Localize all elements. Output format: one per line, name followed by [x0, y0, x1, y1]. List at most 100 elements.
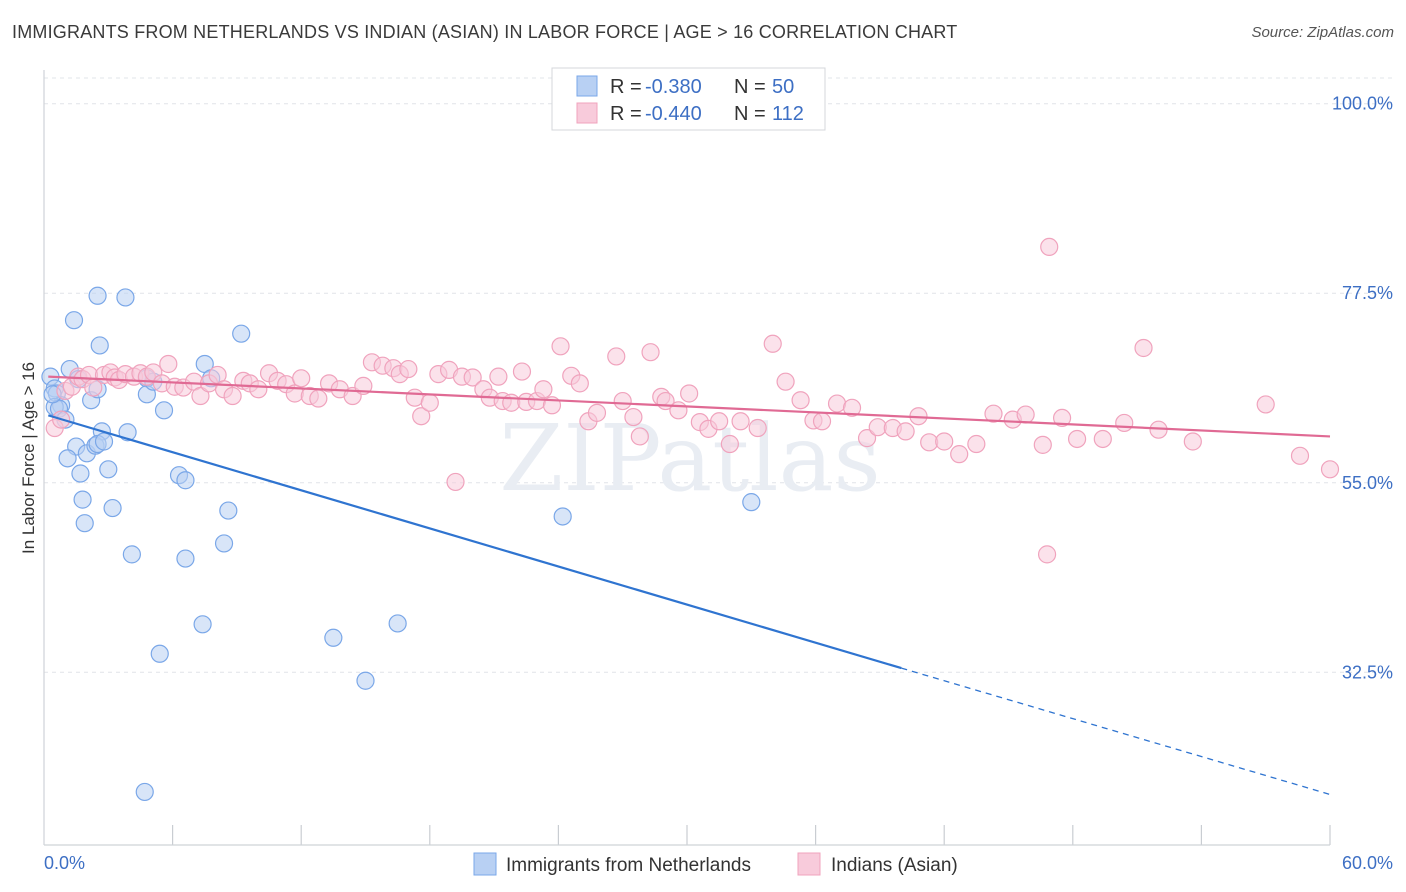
legend-r-value-1: -0.380 — [645, 76, 702, 98]
point-indians-71 — [624, 407, 643, 427]
point-indians-113 — [1037, 545, 1057, 564]
point-netherlands-8 — [64, 311, 84, 330]
point-indians-29 — [249, 380, 268, 399]
point-indians-84 — [763, 334, 782, 353]
point-indians-89 — [827, 394, 847, 413]
x-tick-label-right: 60.0% — [1342, 853, 1393, 873]
source-label: Source: ZipAtlas.com — [1251, 24, 1394, 41]
point-indians-70 — [613, 391, 632, 411]
point-indians-77 — [680, 384, 699, 403]
legend-n-value-2: 112 — [772, 103, 804, 125]
point-indians-83 — [748, 418, 767, 438]
legend-r-label-2: R = — [610, 103, 642, 125]
point-indians-62 — [534, 380, 553, 399]
bottom-legend-swatch-netherlands — [473, 852, 497, 876]
series-legend: Immigrants from Netherlands Indians (Asi… — [473, 852, 958, 876]
bottom-legend-swatch-indians — [797, 852, 821, 876]
point-netherlands-40 — [214, 534, 234, 553]
point-netherlands-28 — [122, 545, 141, 564]
point-netherlands-36 — [176, 549, 195, 568]
point-netherlands-46 — [553, 507, 572, 526]
point-indians-68 — [587, 403, 607, 422]
trend-line-netherlands — [47, 414, 902, 670]
point-indians-102 — [1016, 405, 1035, 424]
point-netherlands-13 — [73, 490, 92, 509]
point-indians-26 — [223, 386, 242, 406]
point-indians-94 — [896, 422, 915, 441]
y-tick-label-2: 55.0% — [1342, 473, 1393, 493]
point-indians-91 — [857, 429, 877, 448]
series-indians — [45, 237, 1340, 564]
point-indians-81 — [720, 434, 739, 454]
point-indians-97 — [935, 432, 954, 451]
legend-swatch-netherlands — [576, 75, 598, 97]
point-indians-112 — [1320, 460, 1340, 479]
point-indians-86 — [791, 391, 810, 410]
point-indians-105 — [1067, 429, 1087, 449]
point-netherlands-12 — [71, 464, 90, 483]
point-indians-53 — [463, 368, 482, 387]
point-indians-36 — [309, 389, 328, 408]
point-netherlands-43 — [324, 628, 343, 647]
point-indians-110 — [1256, 395, 1275, 414]
point-indians-66 — [570, 374, 589, 393]
trend-line-extension-netherlands — [901, 667, 1331, 796]
point-indians-98 — [950, 445, 969, 464]
point-indians-56 — [489, 367, 508, 386]
point-indians-18 — [159, 354, 178, 374]
y-tick-label-1: 77.5% — [1342, 283, 1393, 303]
point-indians-69 — [607, 347, 626, 366]
legend-n-value-1: 50 — [772, 76, 794, 98]
point-indians-114 — [1040, 237, 1059, 257]
point-indians-64 — [551, 337, 570, 356]
point-netherlands-48 — [135, 782, 154, 802]
point-indians-85 — [776, 372, 795, 391]
point-netherlands-22 — [94, 432, 114, 451]
correlation-legend: R = -0.380 N = 50 R = -0.440 N = 112 — [551, 67, 826, 131]
point-indians-88 — [812, 412, 832, 431]
point-netherlands-47 — [742, 493, 761, 512]
bottom-legend-label-indians: Indians (Asian) — [831, 855, 958, 876]
point-indians-76 — [669, 401, 688, 420]
point-netherlands-41 — [219, 501, 238, 520]
point-indians-59 — [512, 362, 532, 381]
y-tick-label-0: 100.0% — [1332, 94, 1393, 114]
point-indians-45 — [399, 359, 418, 379]
trend-lines — [47, 375, 1331, 796]
point-indians-34 — [292, 369, 311, 388]
point-netherlands-18 — [90, 336, 109, 355]
legend-n-label-1: N = — [734, 76, 766, 98]
point-indians-111 — [1290, 446, 1310, 465]
point-netherlands-45 — [388, 614, 407, 633]
tick-labels: 100.0% 77.5% 55.0% 32.5% 0.0% 60.0% — [44, 94, 1393, 873]
point-netherlands-37 — [193, 615, 212, 634]
legend-n-label-2: N = — [734, 103, 766, 125]
point-indians-80 — [710, 412, 729, 431]
point-indians-104 — [1052, 408, 1072, 428]
y-axis-label: In Labor Force | Age > 16 — [19, 362, 38, 554]
point-indians-106 — [1093, 429, 1112, 449]
point-netherlands-32 — [150, 644, 169, 663]
legend-r-label-1: R = — [610, 76, 642, 98]
point-indians-107 — [1115, 413, 1134, 433]
point-indians-73 — [641, 343, 660, 362]
point-netherlands-23 — [99, 460, 118, 479]
point-netherlands-11 — [58, 449, 77, 468]
point-indians-100 — [984, 404, 1003, 423]
axes-layer — [43, 70, 1330, 846]
point-netherlands-25 — [88, 286, 107, 305]
point-netherlands-26 — [116, 288, 135, 307]
y-tick-label-3: 32.5% — [1342, 662, 1393, 682]
point-indians-115 — [1134, 338, 1153, 358]
point-netherlands-44 — [356, 671, 375, 690]
point-netherlands-42 — [232, 324, 251, 343]
point-netherlands-35 — [176, 471, 195, 490]
x-tick-label-left: 0.0% — [44, 853, 85, 873]
point-indians-109 — [1183, 432, 1202, 451]
legend-swatch-indians — [576, 102, 598, 124]
point-indians-90 — [842, 398, 862, 417]
point-netherlands-14 — [75, 514, 94, 533]
point-netherlands-24 — [103, 498, 122, 518]
bottom-legend-label-netherlands: Immigrants from Netherlands — [506, 855, 751, 876]
